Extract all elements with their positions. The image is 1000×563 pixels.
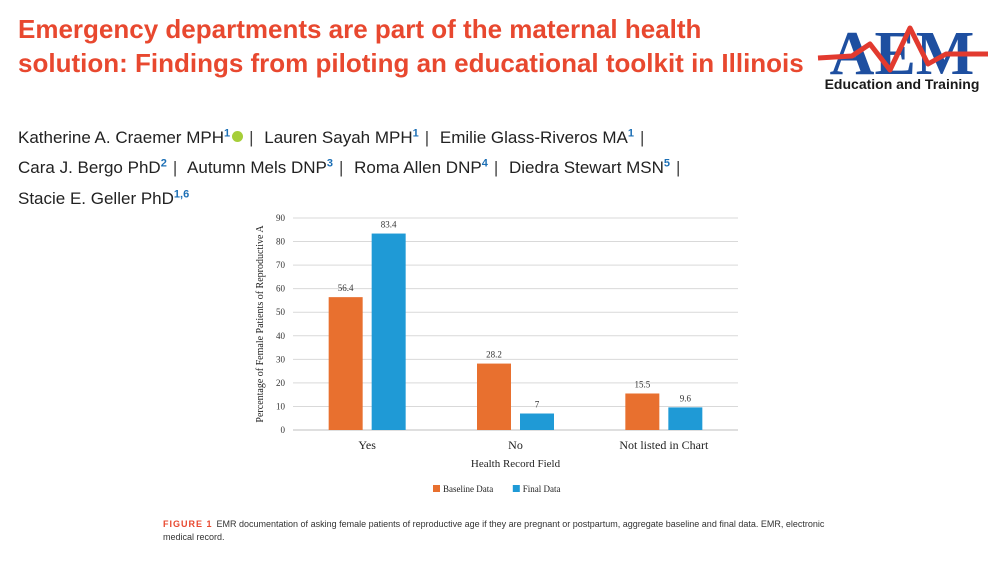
author: Katherine A. Craemer MPH1 <box>18 127 244 147</box>
data-label: 15.5 <box>634 379 650 389</box>
bar-final-data <box>520 413 554 430</box>
author: Diedra Stewart MSN5 <box>508 157 671 178</box>
legend-swatch <box>433 485 440 492</box>
figure-label: FIGURE 1 <box>163 519 213 529</box>
bar-baseline-data <box>625 393 660 430</box>
author: Emilie Glass-Riveros MA1 <box>439 127 635 147</box>
y-tick-label: 40 <box>276 331 286 341</box>
figure-caption: FIGURE 1 EMR documentation of asking fema… <box>163 518 843 544</box>
bar-chart: 0 10 20 30 40 50 60 70 80 90 56.4 83.4 Yes 28.2 7 No 15.… <box>255 213 738 494</box>
y-tick-label: 10 <box>276 401 286 411</box>
y-tick-label: 20 <box>276 378 286 388</box>
y-axis-title: Percentage of Female Patients of Reprodu… <box>255 225 266 423</box>
y-tick-label: 50 <box>276 307 286 317</box>
author-list: Katherine A. Craemer MPH1 | Lauren Sayah … <box>18 127 681 208</box>
y-tick-label: 90 <box>276 213 286 223</box>
legend-swatch <box>512 485 520 492</box>
x-axis-title: Health Record Field <box>471 458 561 470</box>
data-label: 83.4 <box>381 220 397 230</box>
x-tick-label: Not listed in Chart <box>619 438 709 452</box>
author: Autumn Mels DNP3 <box>187 157 333 178</box>
data-label: 7 <box>535 400 540 410</box>
orcid-icon[interactable] <box>232 130 244 142</box>
y-tick-label: 30 <box>276 354 286 364</box>
aem-logo-icon: AEM <box>817 20 988 88</box>
y-tick-label: 60 <box>276 284 286 294</box>
bar-baseline-data <box>477 363 511 430</box>
paper-title: Emergency departments are part of the ma… <box>18 14 804 78</box>
y-tick-label: 70 <box>276 260 286 270</box>
bar-final-data <box>371 233 406 430</box>
logo-subtitle: Education and Training <box>824 76 980 92</box>
caption-text: EMR documentation of asking female patie… <box>163 519 825 542</box>
y-tick-label: 0 <box>281 425 286 435</box>
data-label: 56.4 <box>338 283 354 293</box>
data-label: 28.2 <box>486 350 502 360</box>
bar-baseline-data <box>328 297 363 430</box>
data-label: 9.6 <box>680 393 692 403</box>
author: Cara J. Bergo PhD2 <box>18 157 167 178</box>
y-tick-label: 80 <box>276 237 286 247</box>
x-tick-label: Yes <box>358 438 376 452</box>
author: Stacie E. Geller PhD1,6 <box>18 188 190 208</box>
author: Lauren Sayah MPH1 <box>264 127 419 147</box>
bar-final-data <box>668 407 703 430</box>
x-tick-label: No <box>508 438 523 452</box>
legend-label: Baseline Data <box>443 484 493 494</box>
author: Roma Allen DNP4 <box>354 157 488 178</box>
legend-label: Final Data <box>523 484 561 494</box>
